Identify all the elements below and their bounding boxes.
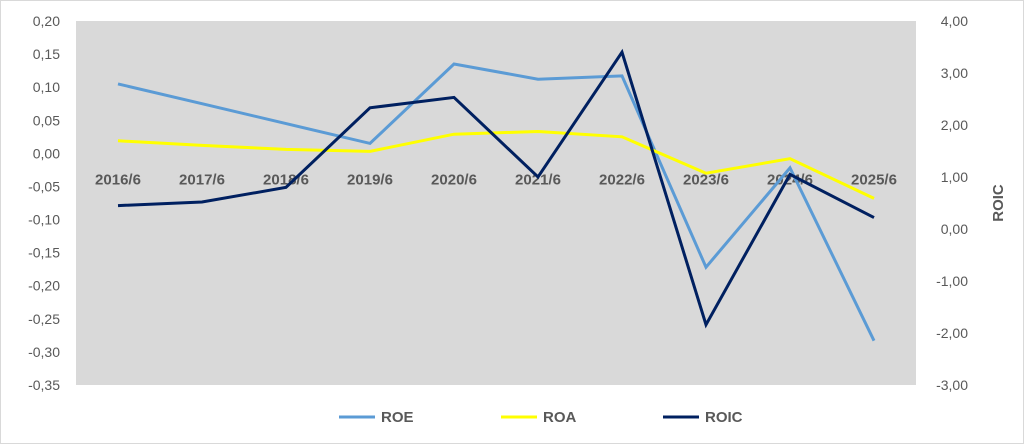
plot-area [76,21,916,385]
x-category-label: 2021/6 [515,171,561,188]
series-lines [117,48,876,342]
legend-label: ROA [543,409,577,426]
left-tick-label: -0,10 [28,212,60,228]
right-axis: -3,00 -2,00 -1,00 0,00 1,00 2,00 3,00 4,00 [936,13,968,393]
right-axis-title: ROIC [990,184,1007,222]
left-tick-label: -0,05 [28,178,60,194]
left-tick-label: 0,20 [33,13,60,29]
x-category-label: 2019/6 [347,171,393,188]
legend-label: ROE [381,409,414,426]
series-line-roic [117,48,875,329]
left-tick-label: -0,30 [28,344,60,360]
x-category-label: 2024/6 [767,171,813,188]
x-category-label: 2025/6 [851,171,897,188]
left-tick-label: -0,15 [28,245,60,261]
left-tick-label: 0,05 [33,112,60,128]
right-tick-label: -1,00 [936,273,968,289]
right-tick-label: 3,00 [941,65,968,81]
right-tick-label: -2,00 [936,325,968,341]
left-tick-label: -0,20 [28,278,60,294]
right-tick-label: 2,00 [941,117,968,133]
left-tick-label: -0,35 [28,377,60,393]
series-line-roa [117,129,875,200]
x-category-label: 2016/6 [95,171,141,188]
left-tick-label: -0,25 [28,311,60,327]
x-category-label: 2022/6 [599,171,645,188]
x-category-label: 2017/6 [179,171,225,188]
left-tick-label: 0,00 [33,145,60,161]
x-category-label: 2023/6 [683,171,729,188]
right-tick-label: 0,00 [941,221,968,237]
series-line-roe [117,62,876,342]
right-tick-label: -3,00 [936,377,968,393]
x-axis-categories: 2016/6 2017/6 2018/6 2019/6 2020/6 2021/6 2022… [95,171,897,188]
right-tick-label: 1,00 [941,169,968,185]
right-tick-label: 4,00 [941,13,968,29]
left-axis: -0,35 -0,30 -0,25 -0,20 -0,15 -0,10 -0,05 0,00 0… [28,13,60,393]
x-category-label: 2020/6 [431,171,477,188]
legend-label: ROIC [705,409,743,426]
legend: ROE ROA ROIC [339,409,743,426]
left-tick-label: 0,10 [33,79,60,95]
left-tick-label: 0,15 [33,46,60,62]
